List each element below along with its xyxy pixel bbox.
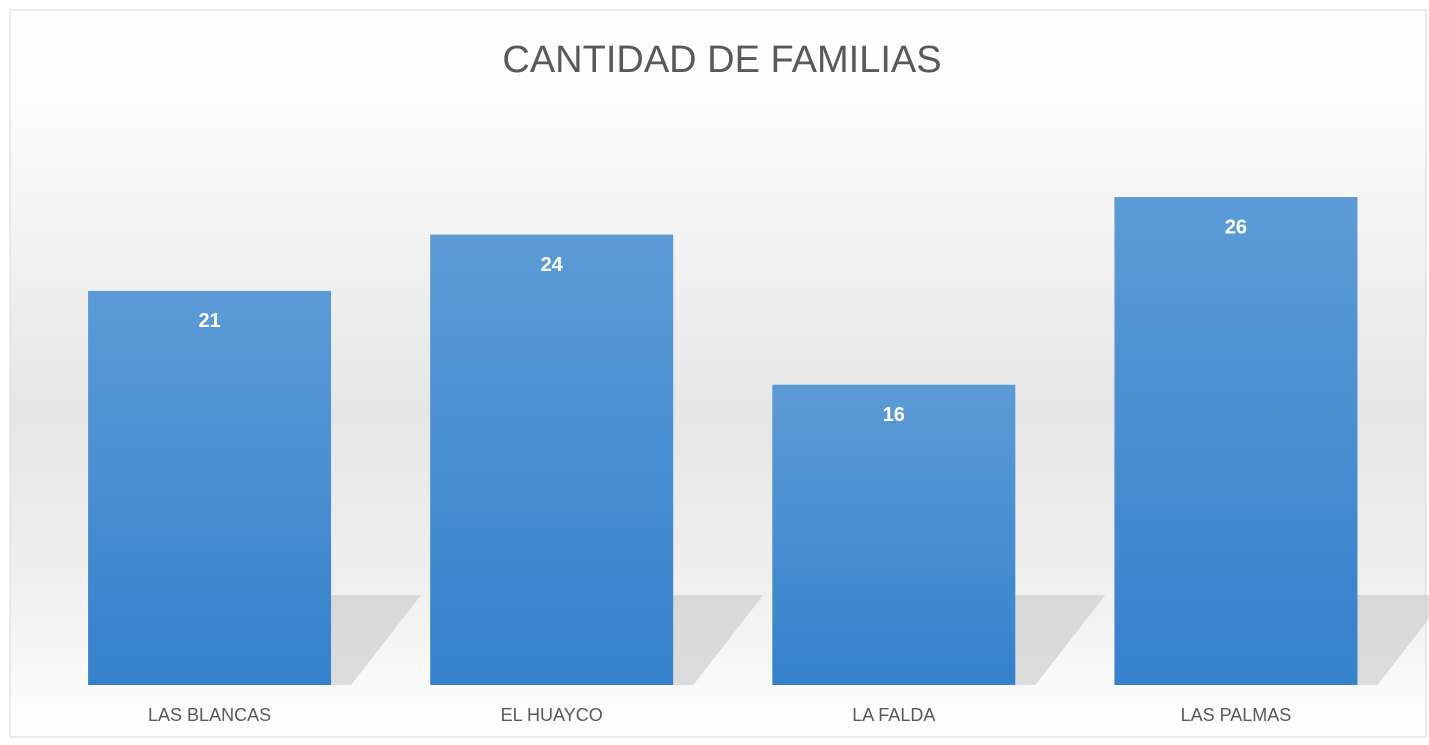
- chart-title: CANTIDAD DE FAMILIAS: [502, 39, 941, 81]
- bar-shadow: [1015, 595, 1106, 685]
- data-label: 16: [883, 404, 905, 426]
- bar: [1114, 197, 1358, 686]
- x-tick-label: EL HUAYCO: [501, 705, 603, 725]
- x-tick-label: LAS PALMAS: [1181, 705, 1292, 725]
- bar-shadow: [331, 595, 422, 685]
- x-tick-label: LA FALDA: [852, 705, 935, 725]
- bar-shadow: [673, 595, 764, 685]
- bar: [430, 234, 674, 685]
- bar: [88, 290, 332, 685]
- x-tick-label: LAS BLANCAS: [148, 705, 271, 725]
- bar-shadow: [1357, 595, 1429, 685]
- data-label: 24: [541, 254, 564, 276]
- data-label: 21: [198, 310, 220, 332]
- bar: [772, 384, 1016, 685]
- data-label: 26: [1225, 216, 1247, 238]
